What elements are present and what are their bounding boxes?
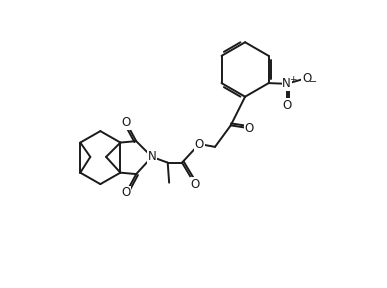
Text: O: O [302,72,311,85]
Text: O: O [122,186,131,199]
Text: O: O [195,137,204,151]
Text: +: + [289,75,296,84]
Text: O: O [245,122,254,135]
Text: N: N [282,77,291,90]
Text: O: O [122,116,131,129]
Text: O: O [190,178,200,191]
Text: N: N [147,150,156,163]
Text: O: O [282,99,291,112]
Text: −: − [309,77,317,87]
